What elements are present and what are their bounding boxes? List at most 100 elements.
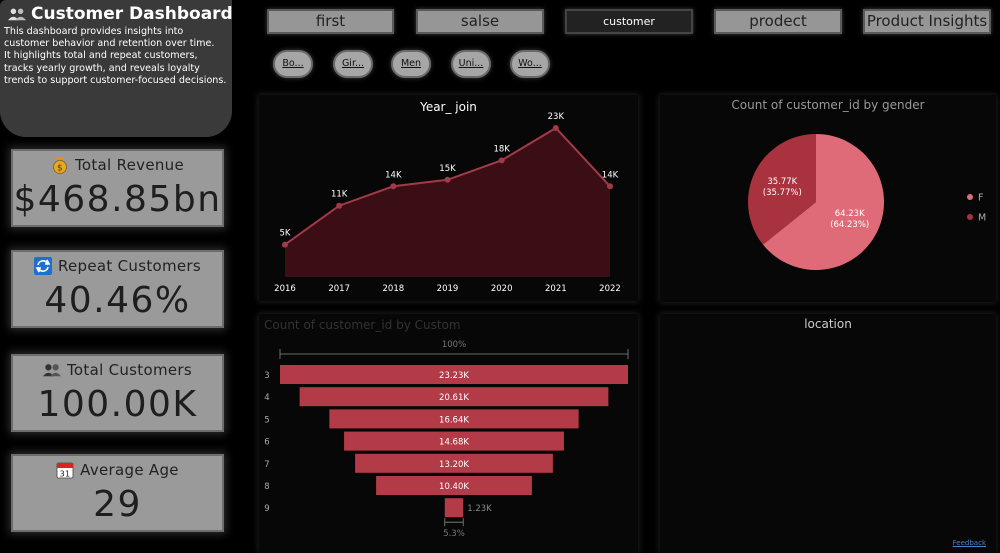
year-data-label: 5K — [280, 229, 291, 239]
year-join-chart: 5K 2016 11K 2017 14K 2018 15K 2019 18K 2020 23K 202… — [274, 112, 621, 294]
funnel-value-label: 14.68K — [439, 438, 469, 448]
funnel-bar[interactable] — [280, 365, 628, 384]
kpi-label: Total Customers — [67, 361, 192, 379]
pie-value-label: 35.77K — [767, 177, 797, 187]
year-join-panel: Year_ join 5K 2016 11K 2017 14K 2018 15K 2019 18… — [259, 95, 638, 301]
funnel-value-label: 23.23K — [439, 371, 469, 381]
kpi-label: Total Revenue — [74, 156, 185, 174]
year-data-label: 23K — [548, 112, 565, 122]
funnel-category-label: 5 — [264, 415, 269, 425]
slicer-pill[interactable]: Uni... — [451, 50, 491, 78]
year-tick-label: 2022 — [599, 284, 621, 294]
pie-value-label: 64.23K — [835, 209, 865, 219]
year-data-label: 18K — [493, 144, 510, 154]
pie-slice-f[interactable] — [762, 134, 884, 270]
kpi-label: Repeat Customers — [57, 257, 202, 275]
funnel-value-label: 10.40K — [439, 482, 469, 492]
calendar-icon: 31 — [56, 461, 74, 479]
funnel-value-label: 13.20K — [439, 460, 469, 470]
tab-salse[interactable]: salse — [416, 9, 544, 34]
funnel-bar[interactable] — [329, 409, 579, 429]
page-title: Customer Dashboard — [8, 4, 233, 24]
funnel-category-label: 3 — [264, 371, 269, 381]
legend-label[interactable]: F — [978, 193, 983, 204]
funnel-category-label: 4 — [264, 393, 269, 403]
kpi-value: $468.85bn — [13, 179, 222, 220]
gender-pie-chart: 64.23K(64.23%) 35.77K(35.77%) FM — [748, 134, 986, 270]
year-point[interactable] — [336, 202, 343, 209]
funnel-bar[interactable] — [355, 453, 553, 473]
funnel-bottom-percent: 5.3% — [443, 529, 465, 539]
funnel-chart: 100% 3 23.23K 4 20.61K 5 16.64K 6 14.68K 7 13.20K 8… — [264, 340, 629, 539]
kpi-average-age: 31 Average Age 29 — [11, 454, 224, 532]
kpi-repeat-customers: Repeat Customers 40.46% — [11, 250, 224, 328]
tab-customer[interactable]: customer — [565, 9, 693, 34]
slicer-pill[interactable]: Bo... — [273, 50, 313, 78]
year-tick-label: 2021 — [545, 284, 567, 294]
funnel-top-percent: 100% — [442, 340, 466, 350]
money-bag-icon: $ — [51, 156, 69, 174]
funnel-title: Count of customer_id by Custom — [264, 318, 461, 332]
repeat-icon — [33, 257, 52, 275]
year-data-label: 15K — [439, 164, 456, 174]
slicer-pill[interactable]: Men — [391, 50, 431, 78]
year-point[interactable] — [552, 124, 559, 131]
year-join-title: Year_ join — [420, 100, 477, 114]
funnel-value-label: 16.64K — [439, 415, 469, 425]
funnel-category-label: 9 — [264, 504, 269, 514]
kpi-total-revenue: $ Total Revenue $468.85bn — [11, 149, 224, 227]
year-tick-label: 2020 — [491, 284, 513, 294]
year-point[interactable] — [498, 157, 505, 164]
pie-percent-label: (35.77%) — [763, 188, 802, 198]
feedback-link[interactable]: Feedback — [952, 539, 986, 547]
page-title-text: Customer Dashboard — [31, 4, 233, 24]
funnel-category-label: 6 — [264, 438, 269, 448]
gender-title: Count of customer_id by gender — [731, 98, 925, 112]
gender-panel: Count of customer_id by gender 64.23K (64… — [660, 95, 996, 302]
funnel-panel: Count of customer_id by Custom 100% 3 23.2… — [259, 314, 638, 553]
legend-swatch — [967, 194, 973, 200]
legend-swatch — [967, 214, 973, 220]
kpi-value: 40.46% — [44, 280, 191, 321]
page-description: This dashboard provides insights into cu… — [4, 26, 227, 86]
year-data-label: 14K — [385, 170, 402, 180]
pie-slice-m[interactable] — [748, 134, 816, 245]
location-panel: location — [660, 314, 996, 553]
year-data-label: 14K — [602, 170, 619, 180]
funnel-bar[interactable] — [299, 387, 609, 407]
kpi-value: 29 — [93, 484, 142, 525]
svg-text:31: 31 — [60, 470, 71, 479]
title-card: Customer Dashboard This dashboard provid… — [0, 0, 233, 137]
legend-label[interactable]: M — [978, 213, 986, 224]
kpi-label: Average Age — [80, 461, 179, 479]
tab-prodect[interactable]: prodect — [714, 9, 842, 34]
funnel-bar[interactable] — [444, 498, 464, 518]
tab-product-insights[interactable]: Product Insights — [863, 9, 991, 34]
kpi-total-customers: Total Customers 100.00K — [11, 354, 224, 432]
funnel-value-label: 20.61K — [439, 393, 469, 403]
funnel-category-label: 7 — [264, 460, 269, 470]
svg-text:$: $ — [57, 164, 63, 174]
year-tick-label: 2016 — [274, 284, 296, 294]
year-point[interactable] — [282, 241, 288, 248]
slicer-pill[interactable]: Wo... — [510, 50, 550, 78]
funnel-category-label: 8 — [264, 482, 269, 492]
users-icon — [8, 5, 26, 23]
users-icon — [43, 361, 61, 379]
year-tick-label: 2017 — [328, 284, 350, 294]
year-tick-label: 2018 — [383, 284, 405, 294]
year-area — [285, 127, 610, 278]
year-point[interactable] — [444, 176, 451, 183]
pie-percent-label: (64.23%) — [830, 220, 869, 230]
year-data-label: 11K — [331, 190, 348, 200]
tab-first[interactable]: first — [267, 9, 394, 34]
year-point[interactable] — [390, 183, 397, 190]
funnel-bar[interactable] — [344, 431, 564, 451]
funnel-value-label: 1.23K — [467, 504, 492, 514]
year-point[interactable] — [607, 183, 613, 190]
kpi-value: 100.00K — [37, 384, 198, 425]
year-tick-label: 2019 — [437, 284, 459, 294]
slicer-pill[interactable]: Gir... — [333, 50, 373, 78]
funnel-bar[interactable] — [376, 476, 532, 495]
location-title: location — [804, 317, 852, 331]
